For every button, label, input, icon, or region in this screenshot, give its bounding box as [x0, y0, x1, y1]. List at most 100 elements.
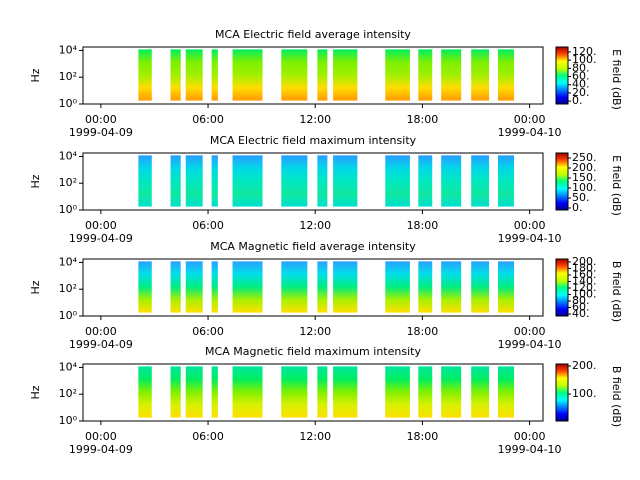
spectrogram-block: [441, 261, 462, 313]
colorbar-tick-label: 200.: [572, 359, 597, 372]
y-tick-label: 10⁰: [59, 309, 78, 322]
spectrogram-block: [317, 261, 328, 313]
y-axis-label: Hz: [29, 174, 42, 188]
colorbar-label: B field (dB): [610, 261, 623, 322]
y-tick-label: 10²: [59, 387, 77, 400]
spectrogram-block: [211, 155, 218, 207]
y-tick-label: 10⁰: [59, 203, 78, 216]
colorbar-label: E field (dB): [610, 49, 623, 110]
colorbar-tick-label: 0.: [572, 94, 583, 107]
y-tick-label: 10⁴: [59, 149, 78, 162]
colorbar-tick-label: 140.: [572, 274, 597, 287]
spectrogram-block: [232, 366, 263, 418]
spectrogram-block: [385, 155, 410, 207]
x-tick-label: 00:00: [514, 113, 546, 126]
colorbar-tick-label: 200.: [572, 255, 597, 268]
x-tick-label: 06:00: [192, 113, 224, 126]
colorbar: [555, 258, 569, 317]
axes-frame: [82, 363, 544, 422]
y-tick-label: 10⁰: [59, 97, 78, 110]
spectrogram-block: [333, 155, 358, 207]
spectrogram-block: [333, 49, 358, 101]
axes-frame: [82, 152, 544, 211]
y-tick-label: 10⁴: [59, 43, 78, 56]
x-tick-label: 12:00: [299, 219, 331, 232]
y-tick-label: 10²: [59, 176, 77, 189]
spectrogram-block: [441, 155, 462, 207]
spectrogram-block: [471, 366, 490, 418]
spectrogram-block: [497, 261, 515, 313]
x-tick-label: 12:00: [299, 430, 331, 443]
spectrogram-block: [211, 261, 218, 313]
y-axis-label: Hz: [29, 68, 42, 82]
x-tick-label: 00:00: [85, 325, 117, 338]
spectrogram-block: [385, 49, 410, 101]
panel-title: MCA Magnetic field maximum intensity: [205, 345, 421, 358]
spectrogram-block: [317, 366, 328, 418]
colorbar-tick-label: 160.: [572, 268, 597, 281]
colorbar-tick-label: 80.: [572, 294, 590, 307]
x-tick-label: 18:00: [407, 325, 439, 338]
spectrogram-block: [281, 261, 308, 313]
colorbar-tick-label: 100.: [572, 288, 597, 301]
spectrogram-block: [232, 155, 263, 207]
colorbar-tick-label: 80.: [572, 61, 590, 74]
colorbar-tick-label: 40.: [572, 78, 590, 91]
spectrogram-block: [281, 49, 308, 101]
spectrogram-block: [333, 366, 358, 418]
date-label: 1999-04-09: [69, 443, 133, 456]
spectrogram-block: [281, 366, 308, 418]
colorbar-tick-label: 120.: [572, 45, 597, 58]
colorbar-tick-label: 100.: [572, 181, 597, 194]
date-label: 1999-04-09: [69, 126, 133, 139]
spectrogram-block: [317, 155, 328, 207]
spectrogram-block: [497, 155, 515, 207]
x-tick-label: 12:00: [299, 113, 331, 126]
colorbar-tick-label: 150.: [572, 171, 597, 184]
spectrogram-block: [418, 261, 433, 313]
spectrogram-block: [232, 261, 263, 313]
spectrogram-block: [418, 366, 433, 418]
x-tick-label: 18:00: [407, 113, 439, 126]
colorbar: [555, 46, 569, 105]
spectrogram-block: [333, 261, 358, 313]
x-tick-label: 18:00: [407, 430, 439, 443]
spectrogram-block: [170, 261, 181, 313]
x-tick-label: 00:00: [85, 219, 117, 232]
axes-frame: [82, 258, 544, 317]
x-tick-label: 06:00: [192, 430, 224, 443]
spectrogram-block: [170, 49, 181, 101]
date-label: 1999-04-10: [498, 126, 562, 139]
spectrogram-block: [418, 49, 433, 101]
spectrogram-block: [385, 366, 410, 418]
spectrogram-block: [138, 49, 152, 101]
spectrogram-block: [471, 261, 490, 313]
x-tick-label: 00:00: [85, 430, 117, 443]
y-tick-label: 10⁴: [59, 255, 78, 268]
spectrogram-block: [185, 261, 203, 313]
x-tick-label: 00:00: [514, 325, 546, 338]
colorbar-tick-label: 40.: [572, 307, 590, 320]
spectrogram-block: [185, 49, 203, 101]
colorbar-tick-label: 0.: [572, 201, 583, 214]
spectrogram-block: [138, 261, 152, 313]
spectrogram-block: [418, 155, 433, 207]
colorbar-tick-label: 120.: [572, 281, 597, 294]
colorbar-tick-label: 20.: [572, 86, 590, 99]
colorbar-tick-label: 250.: [572, 151, 597, 164]
panel-title: MCA Electric field maximum intensity: [210, 134, 417, 147]
panel-title: MCA Magnetic field average intensity: [210, 240, 416, 253]
y-axis-label: Hz: [29, 280, 42, 294]
spectrogram-block: [185, 155, 203, 207]
colorbar-tick-label: 200.: [572, 161, 597, 174]
spectrogram-block: [281, 155, 308, 207]
spectrogram-block: [138, 366, 152, 418]
spectrogram-block: [232, 49, 263, 101]
y-tick-label: 10⁰: [59, 414, 78, 427]
colorbar-tick-label: 60.: [572, 301, 590, 314]
x-tick-label: 12:00: [299, 325, 331, 338]
spectrogram-block: [471, 155, 490, 207]
y-tick-label: 10²: [59, 282, 77, 295]
spectrogram-block: [211, 366, 218, 418]
